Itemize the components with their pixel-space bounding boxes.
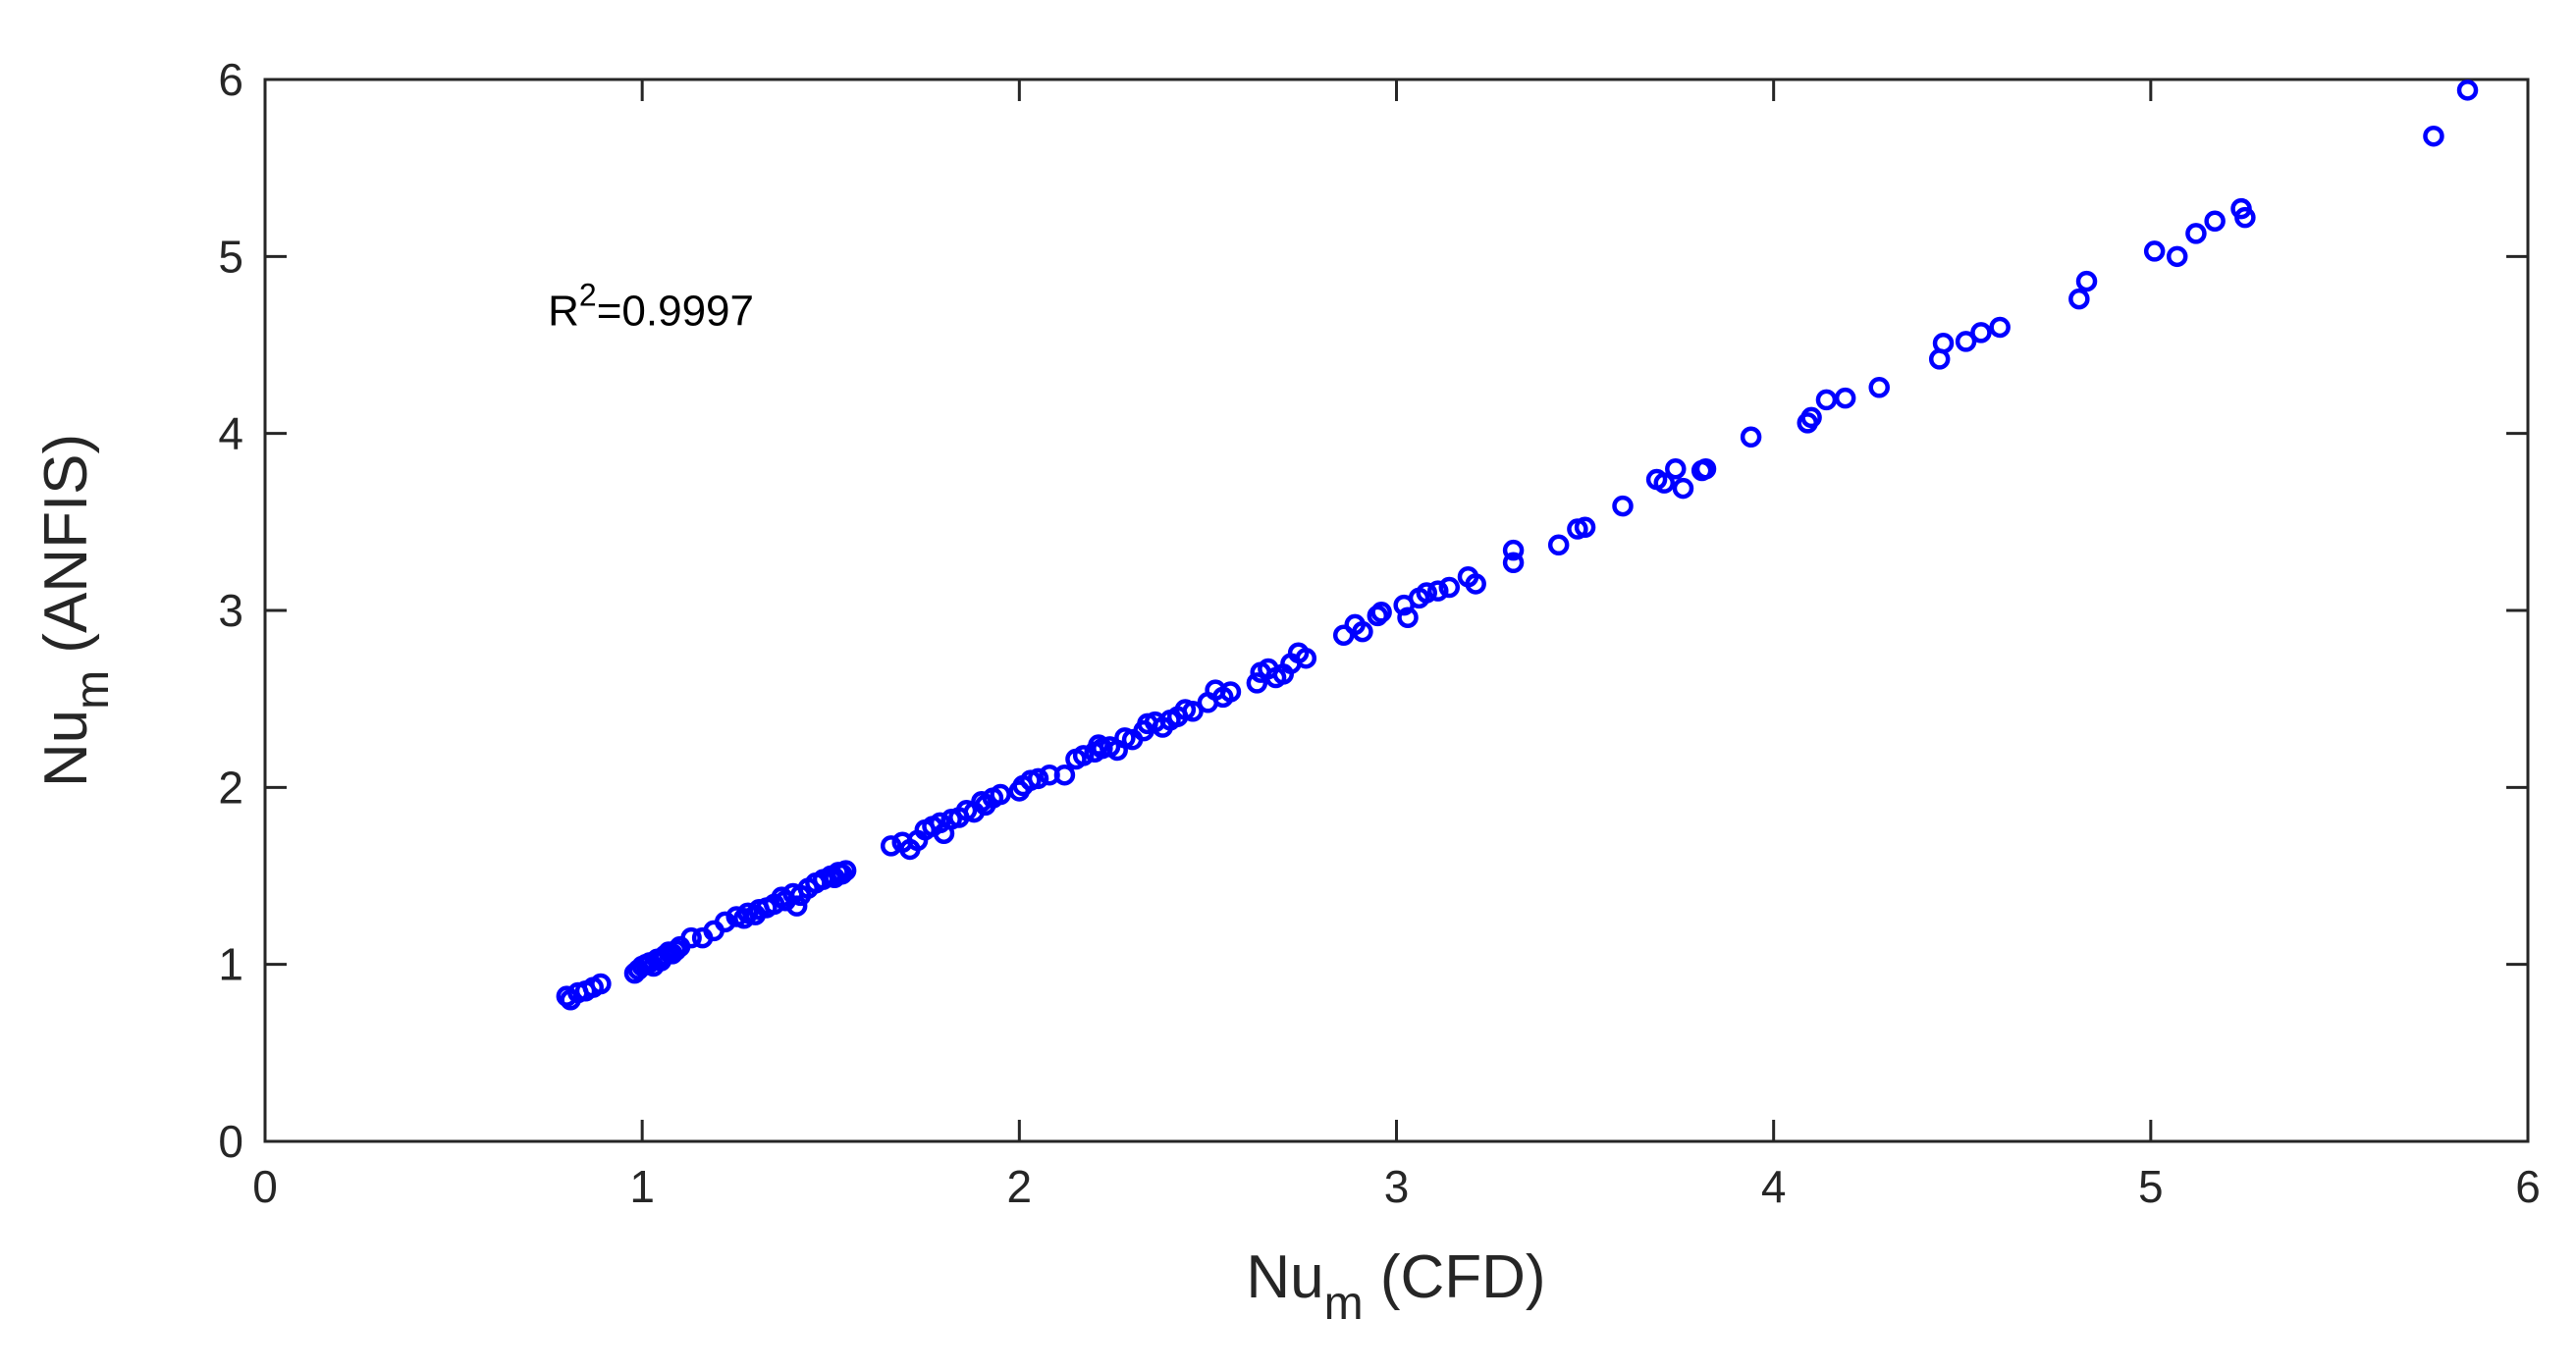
data-point: [1295, 647, 1317, 669]
data-point: [1027, 767, 1049, 790]
data-point: [1547, 534, 1570, 556]
data-point: [1800, 406, 1822, 429]
y-axis-ticks: [265, 78, 2528, 1143]
data-point: [1182, 701, 1204, 722]
data-point: [1989, 316, 2011, 339]
y-tick-label: 1: [218, 939, 243, 990]
data-point: [834, 860, 857, 881]
data-point: [665, 939, 687, 961]
data-point: [1970, 322, 1992, 343]
data-point: [1612, 495, 1634, 517]
data-point: [1370, 602, 1392, 623]
data-point: [990, 783, 1011, 806]
data-point: [1332, 624, 1355, 646]
y-tick-label: 6: [218, 54, 243, 105]
data-point: [1665, 457, 1687, 480]
data-point: [2185, 223, 2207, 244]
data-point: [2075, 270, 2098, 292]
x-tick-label: 1: [629, 1161, 655, 1212]
x-tick-label: 0: [252, 1161, 278, 1212]
x-tick-label: 4: [1761, 1161, 1787, 1212]
data-point: [1834, 387, 1856, 409]
data-point: [2204, 210, 2226, 233]
x-tick-label: 3: [1384, 1161, 1410, 1212]
data-point: [1416, 582, 1437, 604]
data-point: [771, 886, 793, 908]
r-squared-base: R: [548, 287, 579, 335]
x-axis-title-rest: (CFD): [1364, 1243, 1546, 1311]
data-point: [1932, 332, 1955, 354]
data-point: [1397, 607, 1419, 628]
x-tick-label: 2: [1007, 1161, 1033, 1212]
y-axis-tick-labels: 0 1 2 3 4 5 6: [218, 54, 243, 1167]
data-point: [1574, 516, 1596, 538]
data-point: [2456, 79, 2479, 101]
data-point: [1219, 681, 1242, 703]
x-axis-title-subscript: m: [1324, 1278, 1364, 1330]
x-axis-tick-labels: 0 1 2 3 4 5 6: [252, 1161, 2541, 1212]
data-point: [1740, 426, 1762, 449]
data-point: [1653, 472, 1676, 494]
y-axis-title-main: Nu: [32, 710, 100, 787]
data-point: [2234, 206, 2256, 229]
y-tick-label: 2: [218, 762, 243, 813]
data-point: [1246, 672, 1268, 694]
data-point: [2423, 125, 2444, 147]
data-point: [1367, 605, 1389, 627]
y-axis-title-subscript: m: [67, 670, 119, 710]
data-point: [1438, 576, 1461, 599]
y-tick-label: 5: [218, 231, 243, 282]
data-point: [832, 863, 853, 885]
data-point: [1053, 764, 1076, 786]
data-point: [880, 835, 902, 857]
y-axis-title: Num (ANFIS): [32, 434, 119, 787]
data-point: [2143, 240, 2166, 262]
x-tick-label: 6: [2515, 1161, 2541, 1212]
r-squared-superscript: 2: [579, 277, 597, 312]
data-point: [1955, 331, 1977, 352]
data-point: [680, 926, 702, 949]
data-point: [556, 985, 578, 1007]
data-point: [1815, 389, 1838, 411]
data-point: [971, 791, 993, 813]
y-tick-label: 4: [218, 408, 243, 459]
data-point: [1427, 580, 1449, 602]
data-point: [2068, 288, 2090, 310]
data-point: [1502, 539, 1525, 561]
x-axis-title: Num (CFD): [1246, 1243, 1545, 1330]
y-tick-label: 3: [218, 585, 243, 636]
data-point: [714, 911, 736, 933]
x-tick-label: 5: [2138, 1161, 2164, 1212]
data-point: [1072, 745, 1095, 766]
data-points: [556, 79, 2479, 1011]
data-point: [1502, 552, 1525, 574]
data-point: [590, 973, 612, 995]
data-point: [1694, 457, 1717, 480]
data-point: [1868, 377, 1890, 398]
data-point: [2166, 245, 2188, 268]
x-axis-title-main: Nu: [1246, 1243, 1323, 1311]
data-point: [1465, 573, 1486, 595]
data-point: [785, 895, 808, 917]
r-squared-value: =0.9997: [597, 287, 754, 335]
data-point: [1672, 477, 1694, 500]
y-axis-title-rest: (ANFIS): [32, 434, 100, 670]
y-tick-label: 0: [218, 1116, 243, 1167]
x-axis-ticks: [263, 79, 2530, 1141]
data-point: [1088, 734, 1109, 756]
data-point: [1352, 620, 1373, 643]
data-point: [929, 812, 951, 834]
r-squared-annotation: R2=0.9997: [548, 277, 754, 335]
